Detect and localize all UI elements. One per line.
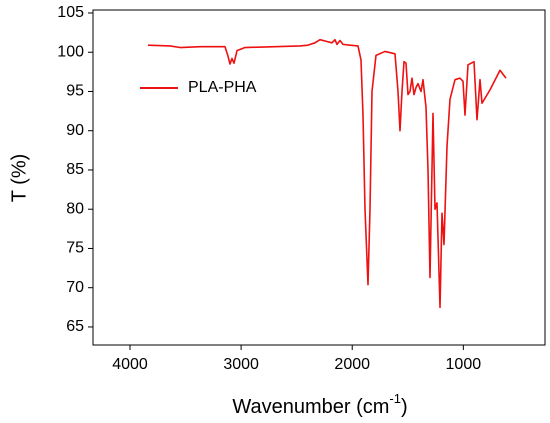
y-tick-label: 65 <box>66 318 84 335</box>
x-axis-label-text: Wavenumber (cm <box>232 396 389 418</box>
x-axis-label-end: ) <box>401 396 408 418</box>
x-axis-label-sup: -1 <box>389 391 401 406</box>
x-tick-label: 4000 <box>112 356 148 373</box>
x-tick-label: 3000 <box>223 356 259 373</box>
y-tick-label: 85 <box>66 161 84 178</box>
x-axis-label: Wavenumber (cm-1) <box>232 391 407 418</box>
x-tick-label: 1000 <box>446 356 482 373</box>
y-tick-label: 100 <box>57 43 84 60</box>
y-axis-label: T (%) <box>8 154 30 203</box>
y-tick-label: 90 <box>66 122 84 139</box>
x-tick-label: 2000 <box>334 356 370 373</box>
spectrum-line <box>147 38 507 309</box>
y-tick-label: 105 <box>57 4 84 21</box>
y-tick-label: 70 <box>66 279 84 296</box>
plot-frame <box>92 9 546 346</box>
y-tick-label: 95 <box>66 83 84 100</box>
y-tick-label: 80 <box>66 200 84 217</box>
y-tick-label: 75 <box>66 240 84 257</box>
legend-label: PLA-PHA <box>188 79 257 96</box>
